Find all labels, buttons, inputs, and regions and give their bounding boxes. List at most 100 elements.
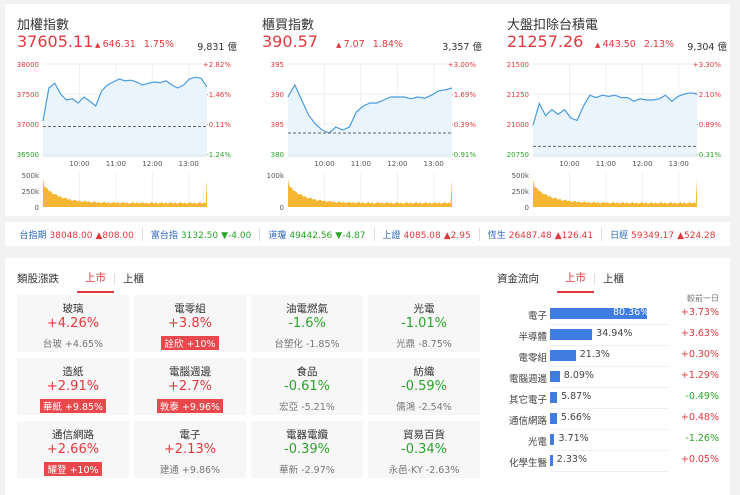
ticker-change: ▼-4.00 [221,230,252,241]
sector-card[interactable]: 食品 -0.61% 宏亞 -5.21% [251,358,363,415]
time-tick: 10:00 [559,160,579,168]
sector-top-stock-wrap: 建通 +9.86% [134,458,246,477]
axis-band [43,154,207,157]
top-stock: 儒鴻 -2.54% [396,402,452,413]
flow-row[interactable]: 化學生醫 2.33% +0.05% [497,451,727,472]
top-stock: 建通 +9.86% [159,465,221,476]
intraday-chart[interactable]: 395 +3.00% 390 +1.69% 385 +0.39% 380 -0.91% 10:0… [250,4,490,216]
sector-top-stock-wrap: 敦泰 +9.96% [134,395,246,414]
change-value: 443.50 [602,39,636,50]
flow-tab-listed[interactable]: 上市 [557,270,594,293]
flow-share-bar [550,455,553,466]
ticker-value: 38048.00 [49,230,93,241]
sector-pct: +3.8% [168,316,212,331]
ticker-item-1[interactable]: 富台指 3132.50 ▼-4.00 [143,227,261,241]
ticker-name: 富台指 [150,230,178,241]
sector-card[interactable]: 造紙 +2.91% 華紙 +9.85% [17,358,129,415]
index-card[interactable]: 大盤扣除台積電 21257.26 ▲ 443.50 2.13% 9,304 億 21500… [495,4,735,216]
sector-card[interactable]: 通信網路 +2.66% 耀登 +10% [17,421,129,478]
change-pct: 2.13% [643,39,675,50]
price-tick: 20750 [507,151,529,159]
flow-row[interactable]: 半導體 34.94% +3.63% [497,325,727,346]
volume-bars [43,179,207,207]
sector-card[interactable]: 電器電纜 -0.39% 華新 -2.97% [251,421,363,478]
top-stock: 台玻 +4.65% [42,339,104,350]
flow-column-header: 較前一日 [687,294,719,303]
ticker-value: 4085.08 [403,230,441,241]
time-tick: 10:00 [69,160,89,168]
ticker-item-3[interactable]: 上證 4085.08 ▲2.95 [375,227,480,241]
flow-row[interactable]: 電腦週邊 8.09% +1.29% [497,367,727,388]
bottom-panel: 類股漲跌 上市 上櫃 玻璃 +4.26% 台玻 +4.65% 電零組 +3.8% 詮欣 +… [5,258,730,495]
sector-pct: +4.26% [46,316,100,331]
time-tick: 12:00 [142,160,162,168]
flow-diff: -1.26% [685,433,719,444]
ticker-change: ▼-4.87 [335,230,366,241]
flow-row[interactable]: 通信網路 5.66% +0.48% [497,409,727,430]
index-title: 櫃買指數 [262,18,315,33]
ticker-item-2[interactable]: 道瓊 49442.56 ▼-4.87 [260,227,375,241]
sector-card[interactable]: 電零組 +3.8% 詮欣 +10% [134,295,246,352]
sector-card[interactable]: 光電 -1.01% 光鼎 -8.75% [368,295,480,352]
flow-share-bar [550,413,557,424]
row-divider [550,387,669,388]
ticker-item-0[interactable]: 台指期 38048.00 ▲808.00 [11,227,143,241]
change-value: 646.31 [102,39,136,50]
volume-tick: 250k [512,188,530,196]
flow-share-value: 80.36% [613,307,650,318]
sector-card[interactable]: 紡織 -0.59% 儒鴻 -2.54% [368,358,480,415]
index-card[interactable]: 加權指數 37605.11 ▲ 646.31 1.75% 9,831 億 38000 +2.… [5,4,245,216]
ticker-change: ▲126.41 [554,230,594,241]
sector-name: 紡織 [413,366,435,378]
flow-row[interactable]: 光電 3.71% -1.26% [497,430,727,451]
tab-listed[interactable]: 上市 [77,270,114,293]
sector-card[interactable]: 玻璃 +4.26% 台玻 +4.65% [17,295,129,352]
sector-top-stock-wrap: 台塑化 -1.85% [251,332,363,351]
trade-volume: 3,357 億 [442,42,482,53]
ticker-name: 日經 [610,230,629,241]
time-tick: 12:00 [632,160,652,168]
divider [114,273,115,284]
sector-card[interactable]: 貿易百貨 -0.34% 永邑-KY -2.63% [368,421,480,478]
time-tick: 13:00 [424,160,444,168]
price-tick: 395 [271,61,284,69]
top-stock: 敦泰 +9.96% [156,399,224,413]
flow-header: 資金流向 上市 上櫃 [497,270,632,293]
volume-bars [288,179,452,207]
flow-row[interactable]: 電子 80.36% +3.73% [497,304,727,325]
intraday-chart[interactable]: 38000 +2.82% 37500 +1.46% 37000 +0.11% 36500 -1… [5,4,245,216]
tab-otc[interactable]: 上櫃 [123,273,144,285]
index-card[interactable]: 櫃買指數 390.57 ▲ 7.07 1.84% 3,357 億 395 +3.00% 390… [250,4,490,216]
price-tick: 36500 [17,151,39,159]
sector-name: 電零組 [174,303,206,315]
sector-card[interactable]: 電子 +2.13% 建通 +9.86% [134,421,246,478]
flow-sector-name: 其它電子 [508,395,547,406]
volume-tick: 250k [22,188,40,196]
ticker-item-4[interactable]: 恆生 26487.48 ▲126.41 [480,227,603,241]
ticker-name: 道瓊 [268,230,287,241]
price-line [532,92,698,126]
top-stock: 宏亞 -5.21% [279,402,335,413]
pct-tick: +2.82% [203,61,231,69]
intraday-chart[interactable]: 21500 +3.30% 21250 +2.10% 21000 +0.89% 20750 -0… [495,4,735,216]
flow-share-value: 21.3% [579,349,610,360]
time-tick: 11:00 [106,160,126,168]
sector-card[interactable]: 電腦週邊 +2.7% 敦泰 +9.96% [134,358,246,415]
pct-tick: +1.46% [203,91,231,99]
sector-card[interactable]: 油電燃氣 -1.6% 台塑化 -1.85% [251,295,363,352]
ticker-value: 49442.56 [289,230,333,241]
sector-name: 玻璃 [62,303,84,315]
flow-share-value: 2.33% [556,454,587,465]
top-stock: 永邑-KY -2.63% [388,465,460,476]
flow-share-value: 34.94% [596,328,633,339]
sector-name: 造紙 [62,366,84,378]
flow-row[interactable]: 電零組 21.3% +0.30% [497,346,727,367]
ticker-name: 台指期 [19,230,47,241]
ticker-item-5[interactable]: 日經 59349.17 ▲524.28 [602,228,723,241]
flow-tab-otc[interactable]: 上櫃 [603,273,624,285]
price-tick: 21000 [507,121,529,129]
flow-share-value: 5.87% [561,391,592,402]
flow-share-value: 3.71% [558,433,589,444]
flow-row[interactable]: 其它電子 5.87% -0.49% [497,388,727,409]
sector-top-stock-wrap: 華新 -2.97% [251,458,363,477]
